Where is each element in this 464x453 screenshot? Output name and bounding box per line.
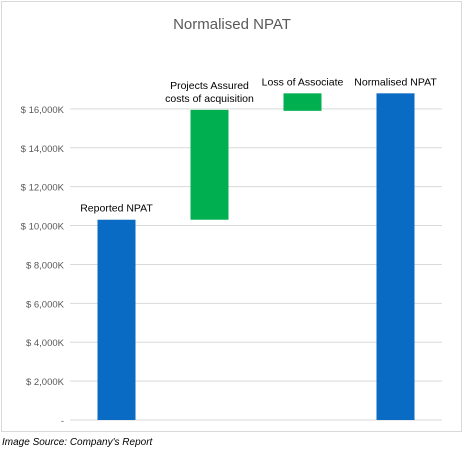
y-tick-label-8000: $ 8,000K [26, 260, 65, 271]
y-tick-label-14000: $ 14,000K [21, 144, 65, 155]
bar-3 [283, 93, 322, 111]
y-tick-label-12000: $ 12,000K [21, 183, 65, 194]
bar-4 [376, 93, 415, 420]
bar-4-label-line-1: Normalised NPAT [354, 76, 437, 88]
bar-1 [97, 219, 136, 420]
bar-2-label-line-1: Projects Assured [170, 80, 249, 92]
y-tick-label-0: - [61, 416, 64, 427]
bar-3-label-line-1: Loss of Associate [262, 76, 344, 88]
bar-1-label-line-1: Reported NPAT [80, 203, 153, 215]
y-tick-label-2000: $ 2,000K [26, 377, 65, 388]
chart-title: Normalised NPAT [173, 16, 291, 33]
y-tick-label-6000: $ 6,000K [26, 299, 65, 310]
bar-2 [190, 109, 229, 220]
y-tick-label-10000: $ 10,000K [21, 222, 65, 233]
normalised-npat-chart: Normalised NPAT - $ 2,000K $ 4,000K $ 6,000K… [21, 16, 442, 427]
y-tick-label-4000: $ 4,000K [26, 338, 65, 349]
bar-2-label-line-2: costs of acquisition [165, 93, 254, 105]
image-source-note: Image Source: Company's Report [2, 437, 153, 448]
y-tick-label-16000: $ 16,000K [21, 105, 65, 116]
